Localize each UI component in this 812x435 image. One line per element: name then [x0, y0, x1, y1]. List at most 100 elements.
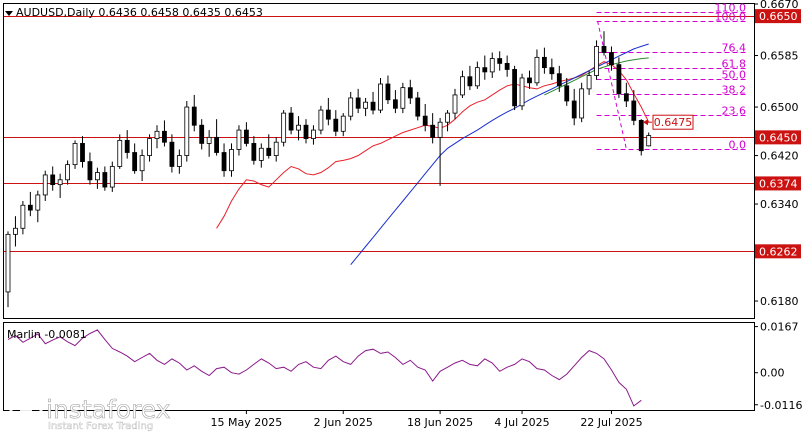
fib-label-76.4: 76.4 — [722, 42, 747, 55]
candle-body — [132, 152, 138, 172]
candle-body — [646, 135, 652, 147]
candle-body — [35, 194, 41, 211]
candle — [87, 152, 93, 185]
horizontal-levels — [4, 16, 754, 252]
candle-body — [296, 124, 301, 131]
candle-body — [154, 130, 160, 139]
candle — [65, 160, 70, 185]
candle — [370, 91, 376, 115]
price-axis: 0.66700.65850.65000.64200.63400.62600.61… — [754, 0, 799, 308]
candle-body — [422, 115, 428, 126]
candle-body — [87, 161, 93, 181]
candle-body — [124, 139, 130, 153]
candle-body — [176, 155, 182, 167]
candle — [139, 149, 145, 182]
candle — [437, 117, 443, 186]
candle-body — [20, 204, 26, 229]
candle-body — [437, 121, 443, 138]
candle-body — [221, 152, 227, 172]
y-tick-label: 0.6585 — [760, 50, 799, 63]
candle-body — [504, 63, 510, 70]
candle — [564, 77, 570, 106]
candle — [20, 201, 26, 235]
target-arrow-icon — [643, 119, 648, 126]
candle — [243, 122, 249, 147]
marlin-tick-label: 0.00 — [760, 367, 785, 380]
candle — [42, 170, 48, 202]
candle — [109, 161, 115, 192]
candle-body — [13, 227, 18, 235]
candle — [266, 134, 272, 159]
level-badge-text-0.6450: 0.6450 — [759, 131, 798, 144]
candle-body — [109, 166, 115, 188]
candle-body — [467, 76, 473, 87]
candle-body — [594, 46, 599, 76]
watermark-tagline: Instant Forex Trading — [48, 421, 153, 432]
fib-label-38.2: 38.2 — [722, 84, 747, 97]
target-label: 0.6475 — [654, 116, 693, 129]
candle-body — [348, 97, 354, 117]
marlin-tick-label: -0.0116 — [760, 399, 802, 412]
candle-body — [489, 58, 495, 73]
candle-body — [50, 174, 56, 186]
candle — [378, 77, 383, 114]
candle-body — [571, 100, 577, 119]
fib-label-61.8: 61.8 — [722, 58, 747, 71]
level-badge-0.6650 — [755, 9, 801, 24]
candle-body — [57, 179, 63, 186]
candle — [281, 110, 287, 147]
candle — [206, 130, 212, 157]
candle-body — [392, 99, 398, 109]
level-badge-0.6262 — [755, 244, 801, 259]
candle-body — [318, 109, 324, 131]
candle — [199, 119, 205, 150]
marlin-line — [7, 329, 642, 407]
marlin-tick-label: 0.0167 — [760, 321, 799, 334]
candle — [80, 136, 85, 168]
candle-body — [616, 64, 622, 95]
candle-body — [378, 83, 383, 111]
candle — [296, 116, 301, 141]
candle-body — [303, 124, 309, 139]
candle — [221, 143, 227, 177]
candle-body — [281, 112, 287, 143]
candle — [460, 70, 465, 98]
fib-label-110.0: 110.0 — [715, 2, 747, 15]
candle-body — [482, 67, 488, 73]
candle — [467, 65, 473, 91]
candle-body — [199, 124, 205, 144]
candle — [638, 119, 644, 156]
candle-body — [243, 129, 249, 144]
candle — [333, 110, 339, 137]
candle — [542, 47, 547, 74]
candle — [474, 61, 480, 89]
candle — [579, 82, 585, 123]
level-badge-text-0.6374: 0.6374 — [759, 177, 798, 190]
candle-body — [579, 88, 585, 119]
fib-trend-line — [597, 20, 627, 149]
time-axis: 15 May 2025 2 Jun 2025 18 Jun 2025 4 Jul 20… — [211, 410, 643, 429]
candle-body — [206, 136, 212, 144]
candle — [340, 113, 346, 137]
candle — [258, 143, 264, 168]
fib-label-100.0: 100.0 — [715, 11, 747, 24]
candle — [646, 132, 652, 147]
candle — [176, 149, 182, 174]
candle — [191, 94, 197, 132]
candle — [571, 88, 577, 126]
chart-title: AUDUSD,Daily 0.6436 0.6458 0.6435 0.6453 — [5, 6, 263, 19]
candle-body — [601, 46, 607, 53]
candle — [482, 55, 488, 80]
candle-body — [564, 85, 570, 102]
candle-body — [556, 73, 562, 87]
candle — [616, 57, 622, 98]
candle-body — [586, 75, 592, 90]
candle — [117, 134, 123, 169]
candle — [50, 166, 56, 191]
candle — [35, 190, 41, 223]
candle-body — [236, 129, 242, 150]
candle-body — [139, 155, 145, 172]
x-tick-label: 18 Jun 2025 — [407, 416, 473, 429]
candle — [512, 65, 517, 111]
candle-body — [102, 172, 108, 188]
